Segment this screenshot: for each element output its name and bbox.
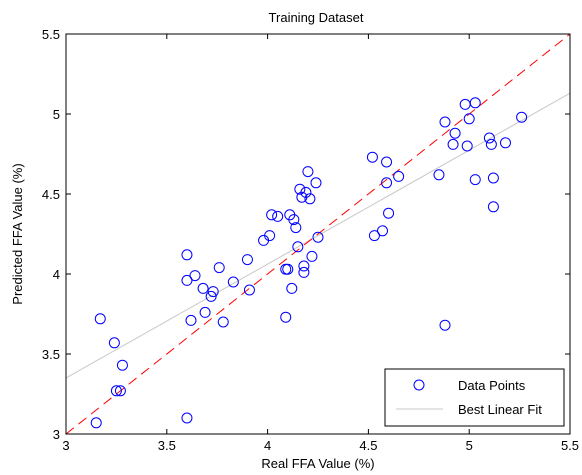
x-tick-label: 3 xyxy=(62,438,69,453)
legend-box xyxy=(384,368,565,427)
legend-label-data-points: Data Points xyxy=(458,378,526,393)
data-point xyxy=(487,201,499,213)
data-point xyxy=(294,183,306,195)
data-point xyxy=(94,313,106,325)
data-point xyxy=(114,385,126,397)
data-point xyxy=(266,209,278,221)
data-point xyxy=(264,230,276,242)
data-point xyxy=(227,276,239,288)
data-point xyxy=(381,177,393,189)
legend-marker-data-points xyxy=(413,379,425,391)
legend-label-best-fit: Best Linear Fit xyxy=(458,402,542,417)
data-point xyxy=(298,266,310,278)
data-point xyxy=(300,186,312,198)
data-point xyxy=(197,282,209,294)
data-point xyxy=(110,385,122,397)
data-point xyxy=(461,140,473,152)
best-linear-fit-line xyxy=(66,92,570,379)
reference-dashed-line xyxy=(66,34,570,434)
data-point xyxy=(272,210,284,222)
data-point xyxy=(199,306,211,318)
data-point xyxy=(213,262,225,274)
data-point xyxy=(205,290,217,302)
data-point xyxy=(185,314,197,326)
y-tick-label: 4 xyxy=(53,267,60,282)
y-tick-label: 3.5 xyxy=(42,347,60,362)
data-point xyxy=(393,170,405,182)
data-point xyxy=(366,151,378,163)
x-tick-label: 5.5 xyxy=(561,438,579,453)
data-point xyxy=(487,172,499,184)
data-point xyxy=(306,250,318,262)
data-point xyxy=(302,166,314,178)
data-point xyxy=(439,319,451,331)
data-point xyxy=(516,111,528,123)
x-tick-label: 4 xyxy=(264,438,271,453)
data-point xyxy=(290,222,302,234)
y-tick-label: 4.5 xyxy=(42,187,60,202)
x-tick-label: 5 xyxy=(466,438,473,453)
plot-frame xyxy=(65,33,571,435)
data-point xyxy=(90,417,102,429)
data-point xyxy=(282,263,294,275)
data-point xyxy=(286,282,298,294)
data-point xyxy=(483,132,495,144)
data-point xyxy=(381,156,393,168)
data-point xyxy=(304,193,316,205)
data-point xyxy=(449,127,461,139)
x-tick-label: 3.5 xyxy=(158,438,176,453)
legend: Data Points Best Linear Fit xyxy=(384,368,565,427)
data-point xyxy=(485,138,497,150)
data-point xyxy=(280,311,292,323)
data-point xyxy=(241,254,253,266)
x-tick-label: 4.5 xyxy=(359,438,377,453)
chart-title: Training Dataset xyxy=(269,10,364,25)
data-point xyxy=(377,225,389,237)
data-point xyxy=(439,116,451,128)
y-axis-title: Predicted FFA Value (%) xyxy=(10,163,25,304)
data-point xyxy=(207,286,219,298)
data-point xyxy=(298,260,310,272)
data-point xyxy=(499,137,511,149)
y-tick-label: 5 xyxy=(53,107,60,122)
data-point xyxy=(116,359,128,371)
data-point xyxy=(181,274,193,286)
data-point xyxy=(433,169,445,181)
data-point xyxy=(310,177,322,189)
y-tick-label: 5.5 xyxy=(42,27,60,42)
data-point xyxy=(312,231,324,243)
data-point xyxy=(447,138,459,150)
data-point xyxy=(243,284,255,296)
x-axis-title: Real FFA Value (%) xyxy=(261,456,374,471)
data-point xyxy=(108,337,120,349)
data-point xyxy=(181,249,193,261)
data-point xyxy=(217,316,229,328)
data-point xyxy=(181,412,193,424)
data-point xyxy=(189,270,201,282)
data-point xyxy=(292,241,304,253)
y-tick-label: 3 xyxy=(53,427,60,442)
data-point xyxy=(463,113,475,125)
data-point xyxy=(469,174,481,186)
data-point xyxy=(368,230,380,242)
data-point xyxy=(469,97,481,109)
data-point xyxy=(288,214,300,226)
data-point xyxy=(383,207,395,219)
